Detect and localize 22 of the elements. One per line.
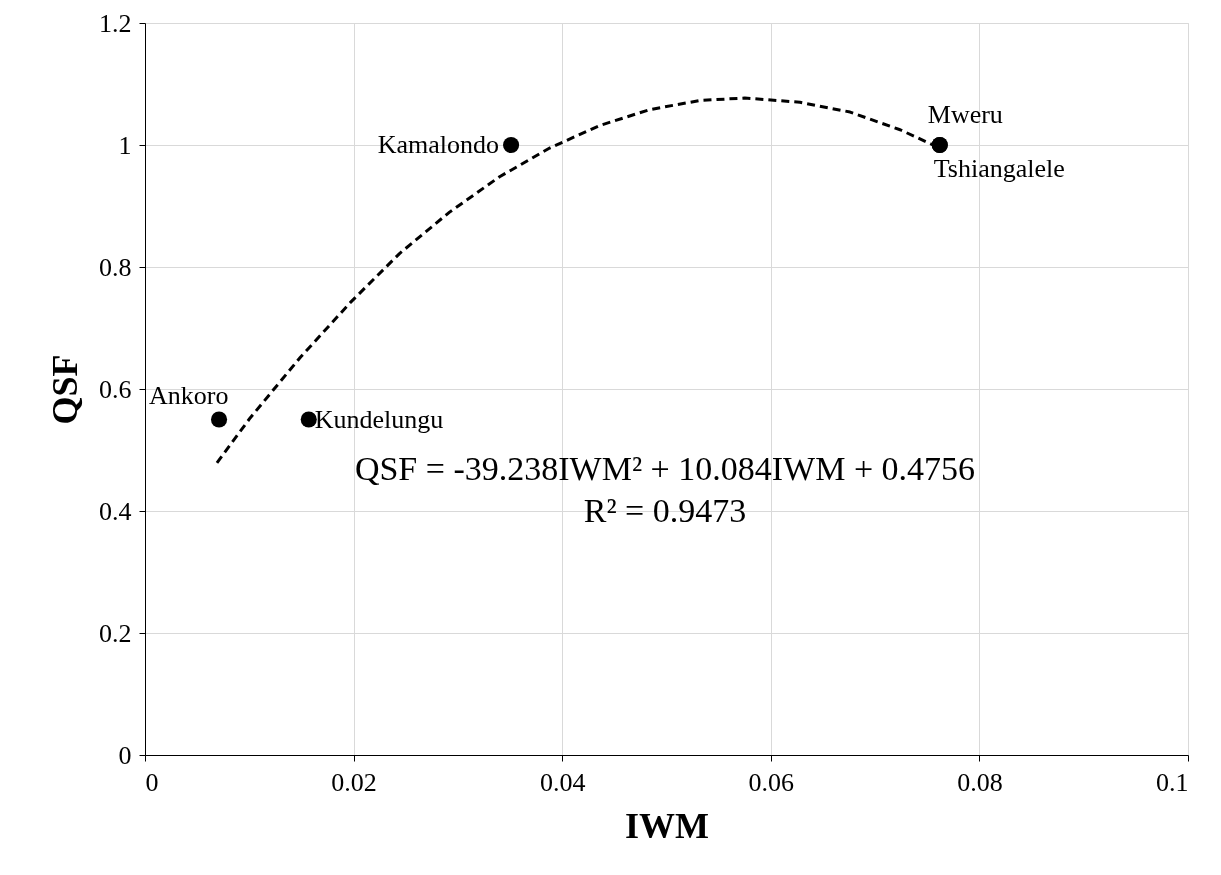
x-tick-label: 0.02 <box>331 767 377 797</box>
y-tick-label: 0.2 <box>99 618 132 648</box>
y-tick-label: 1.2 <box>99 8 132 38</box>
annotation: R² = 0.9473 <box>583 492 747 529</box>
annotation: QSF = -39.238IWM² + 10.084IWM + 0.4756 <box>354 450 976 487</box>
y-tick-label: 0 <box>118 740 132 770</box>
x-tick-label: 0 <box>145 767 159 797</box>
annotation: Kundelungu <box>314 404 444 434</box>
x-tick-label: 0.08 <box>957 767 1003 797</box>
x-tick-label: 0.1 <box>1156 767 1189 797</box>
y-tick-label: 0.6 <box>99 374 132 404</box>
x-tick-label: 0.04 <box>539 767 586 797</box>
annotation: Kamalondo <box>377 130 500 159</box>
annotation: Mweru <box>927 100 1003 129</box>
y-tick-label: 0.8 <box>99 252 132 282</box>
annotation: Ankoro <box>149 380 229 410</box>
y-tick-label: 1 <box>118 130 132 160</box>
x-axis-title: IWM <box>625 805 709 846</box>
annotation: Tshiangalele <box>933 154 1065 183</box>
y-tick-label: 0.4 <box>99 496 132 526</box>
x-tick-label: 0.06 <box>748 767 795 797</box>
y-axis-title: QSF <box>45 354 85 425</box>
